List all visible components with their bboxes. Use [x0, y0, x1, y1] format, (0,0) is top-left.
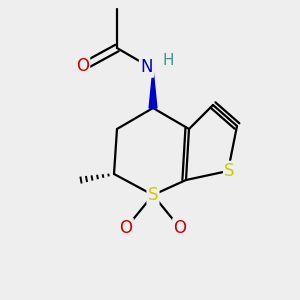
Text: O: O [119, 219, 133, 237]
Text: N: N [140, 58, 153, 76]
Text: O: O [76, 57, 89, 75]
Text: S: S [148, 186, 158, 204]
Text: O: O [173, 219, 187, 237]
Text: H: H [163, 53, 174, 68]
Polygon shape [149, 69, 157, 108]
Text: S: S [224, 162, 235, 180]
